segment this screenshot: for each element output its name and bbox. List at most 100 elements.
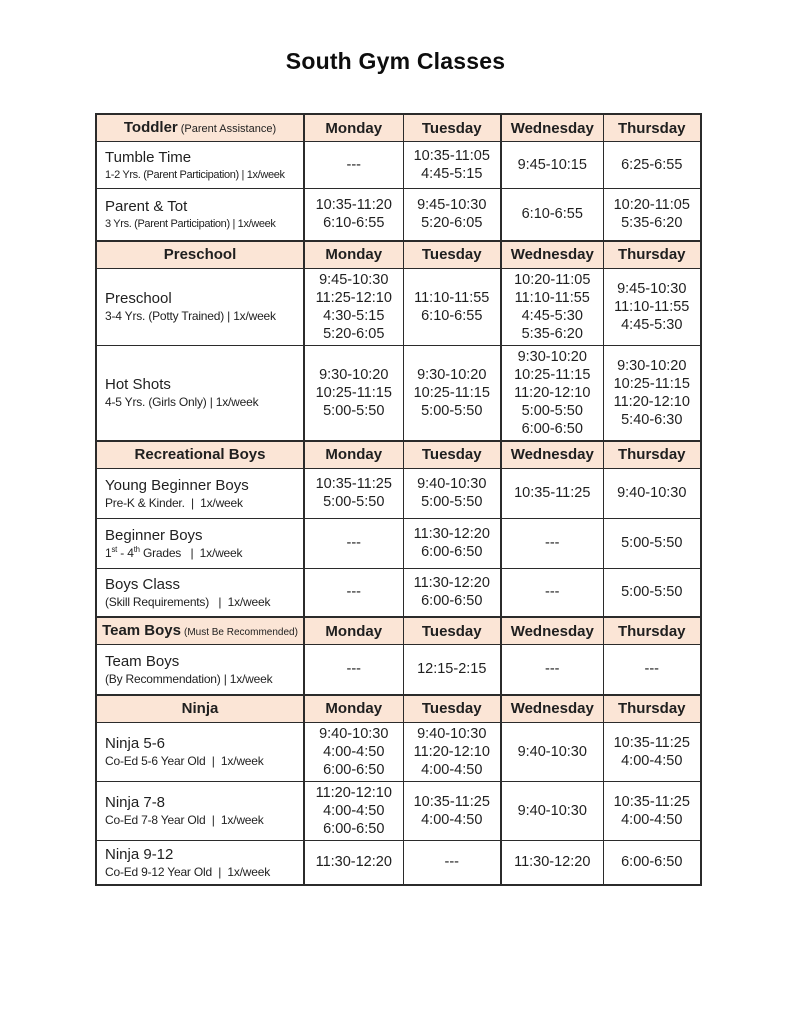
class-row-boys-class: Boys Class (Skill Requirements) | 1x/wee… <box>95 567 702 618</box>
superscript: th <box>133 544 140 554</box>
time-cell-wednesday: 6:10-6:55 <box>500 188 604 241</box>
class-subtitle: 4-5 Yrs. (Girls Only) | 1x/week <box>105 395 259 409</box>
time-cell-monday: 11:30-12:20 <box>303 839 404 885</box>
class-label-cell: Ninja 7-8 Co-Ed 7-8 Year Old | 1x/week <box>95 780 305 841</box>
page-title: South Gym Classes <box>285 48 506 74</box>
class-row-beginner-boys: Beginner Boys 1st - 4th Grades | 1x/week… <box>95 517 702 569</box>
class-title: Parent & Tot <box>105 197 188 215</box>
time-cell-thursday: 10:20-11:05 5:35-6:20 <box>602 188 702 241</box>
class-subtitle: 1-2 Yrs. (Parent Participation) | 1x/wee… <box>105 168 285 181</box>
time-cell-tuesday: --- <box>402 839 502 885</box>
class-subtitle: Co-Ed 5-6 Year Old | 1x/week <box>105 754 264 768</box>
time-cell-monday: 10:35-11:25 5:00-5:50 <box>303 467 404 519</box>
class-subtitle: 1st - 4th Grades | 1x/week <box>105 545 299 561</box>
day-header-wednesday: Wednesday <box>500 239 604 269</box>
time-cell-wednesday: 9:45-10:15 <box>500 141 604 189</box>
time-cell-wednesday: 9:40-10:30 <box>500 721 604 782</box>
section-name: Recreational Boys <box>134 445 266 463</box>
time-cell-thursday: 5:00-5:50 <box>602 517 702 569</box>
class-title: Team Boys <box>105 652 180 670</box>
time-cell-wednesday: 11:30-12:20 <box>500 839 604 885</box>
class-title: Ninja 9-12 <box>105 845 174 863</box>
time-cell-thursday: 6:25-6:55 <box>602 141 702 189</box>
section-name: Preschool <box>163 245 237 263</box>
class-label-cell: Hot Shots 4-5 Yrs. (Girls Only) | 1x/wee… <box>95 344 305 441</box>
time-cell-monday: 10:35-11:20 6:10-6:55 <box>303 188 404 241</box>
time-cell-monday: 9:45-10:30 11:25-12:10 4:30-5:15 5:20-6:… <box>303 267 404 346</box>
class-label-cell: Young Beginner Boys Pre-K & Kinder. | 1x… <box>95 467 305 519</box>
time-cell-wednesday: 9:40-10:30 <box>500 780 604 841</box>
time-cell-thursday: 10:35-11:25 4:00-4:50 <box>602 721 702 782</box>
schedule-table: Toddler (Parent Assistance) Monday Tuesda… <box>95 113 702 886</box>
class-title: Ninja 7-8 <box>105 794 166 811</box>
class-row-tumble-time: Tumble Time 1-2 Yrs. (Parent Participati… <box>95 141 702 189</box>
class-title: Boys Class <box>105 575 181 593</box>
section-name: Toddler <box>123 119 178 136</box>
time-cell-tuesday: 11:30-12:20 6:00-6:50 <box>402 517 502 569</box>
class-title: Ninja 5-6 <box>105 735 166 752</box>
time-cell-tuesday: 9:45-10:30 5:20-6:05 <box>402 188 502 241</box>
grade-text: 1 <box>105 545 112 560</box>
time-cell-thursday: --- <box>602 644 702 695</box>
day-header-thursday: Thursday <box>602 239 702 269</box>
class-label-cell: Tumble Time 1-2 Yrs. (Parent Participati… <box>95 141 305 189</box>
day-header-thursday: Thursday <box>602 113 702 142</box>
section-header-row-recreational-boys: Recreational Boys Monday Tuesday Wednesd… <box>95 439 702 469</box>
time-cell-monday: 11:20-12:10 4:00-4:50 6:00-6:50 <box>303 780 404 841</box>
section-name: Ninja <box>181 699 219 717</box>
class-title: Tumble Time <box>105 148 192 166</box>
section-header-row-preschool: Preschool Monday Tuesday Wednesday Thurs… <box>95 239 702 269</box>
time-cell-tuesday: 11:30-12:20 6:00-6:50 <box>402 567 502 618</box>
time-cell-monday: --- <box>303 517 404 569</box>
day-header-monday: Monday <box>303 239 404 269</box>
day-header-wednesday: Wednesday <box>500 616 604 645</box>
time-cell-tuesday: 10:35-11:05 4:45-5:15 <box>402 141 502 189</box>
class-label-cell: Ninja 5-6 Co-Ed 5-6 Year Old | 1x/week <box>95 721 305 782</box>
superscript: st <box>111 544 118 554</box>
class-subtitle: 3-4 Yrs. (Potty Trained) | 1x/week <box>105 309 276 323</box>
class-row-young-beginner-boys: Young Beginner Boys Pre-K & Kinder. | 1x… <box>95 467 702 519</box>
day-header-tuesday: Tuesday <box>402 113 502 142</box>
time-cell-tuesday: 12:15-2:15 <box>402 644 502 695</box>
time-cell-wednesday: 10:20-11:05 11:10-11:55 4:45-5:30 5:35-6… <box>500 267 604 346</box>
class-subtitle: Pre-K & Kinder. | 1x/week <box>105 495 243 510</box>
class-label-cell: Beginner Boys 1st - 4th Grades | 1x/week <box>95 517 305 569</box>
section-note: (Parent Assistance) <box>180 123 277 135</box>
section-header-row-toddler: Toddler (Parent Assistance) Monday Tuesda… <box>95 113 702 142</box>
class-label-cell: Team Boys (By Recommendation) | 1x/week <box>95 644 305 695</box>
day-header-monday: Monday <box>303 439 404 469</box>
time-cell-tuesday: 11:10-11:55 6:10-6:55 <box>402 267 502 346</box>
time-cell-monday: --- <box>303 644 404 695</box>
day-header-thursday: Thursday <box>602 616 702 645</box>
class-subtitle: 3 Yrs. (Parent Participation) | 1x/week <box>105 217 276 230</box>
time-cell-wednesday: 10:35-11:25 <box>500 467 604 519</box>
class-subtitle: Co-Ed 7-8 Year Old | 1x/week <box>105 813 264 827</box>
class-subtitle: (Skill Requirements) | 1x/week <box>105 594 271 609</box>
class-row-parent-tot: Parent & Tot 3 Yrs. (Parent Participatio… <box>95 188 702 241</box>
time-cell-thursday: 10:35-11:25 4:00-4:50 <box>602 780 702 841</box>
day-header-monday: Monday <box>303 616 404 645</box>
day-header-thursday: Thursday <box>602 693 702 723</box>
class-title: Young Beginner Boys <box>105 476 249 494</box>
class-row-ninja-9-12: Ninja 9-12 Co-Ed 9-12 Year Old | 1x/week… <box>95 839 702 885</box>
time-cell-thursday: 9:40-10:30 <box>602 467 702 519</box>
class-subtitle: (By Recommendation) | 1x/week <box>105 671 273 686</box>
time-cell-wednesday: 9:30-10:20 10:25-11:15 11:20-12:10 5:00-… <box>500 344 604 441</box>
day-header-wednesday: Wednesday <box>500 439 604 469</box>
class-title: Hot Shots <box>105 376 171 393</box>
section-title-cell: Toddler (Parent Assistance) <box>95 113 305 142</box>
class-row-ninja-5-6: Ninja 5-6 Co-Ed 5-6 Year Old | 1x/week 9… <box>95 721 702 782</box>
section-header-row-ninja: Ninja Monday Tuesday Wednesday Thursday <box>95 693 702 723</box>
time-cell-tuesday: 9:40-10:30 11:20-12:10 4:00-4:50 <box>402 721 502 782</box>
time-cell-monday: --- <box>303 141 404 189</box>
grade-text: - 4 <box>117 545 134 560</box>
time-cell-tuesday: 9:30-10:20 10:25-11:15 5:00-5:50 <box>402 344 502 441</box>
class-row-team-boys: Team Boys (By Recommendation) | 1x/week … <box>95 644 702 695</box>
class-subtitle: Co-Ed 9-12 Year Old | 1x/week <box>105 864 271 879</box>
day-header-monday: Monday <box>303 113 404 142</box>
class-title: Beginner Boys <box>105 526 203 544</box>
time-cell-monday: 9:40-10:30 4:00-4:50 6:00-6:50 <box>303 721 404 782</box>
time-cell-wednesday: --- <box>500 644 604 695</box>
class-row-preschool: Preschool 3-4 Yrs. (Potty Trained) | 1x/… <box>95 267 702 346</box>
day-header-wednesday: Wednesday <box>500 693 604 723</box>
